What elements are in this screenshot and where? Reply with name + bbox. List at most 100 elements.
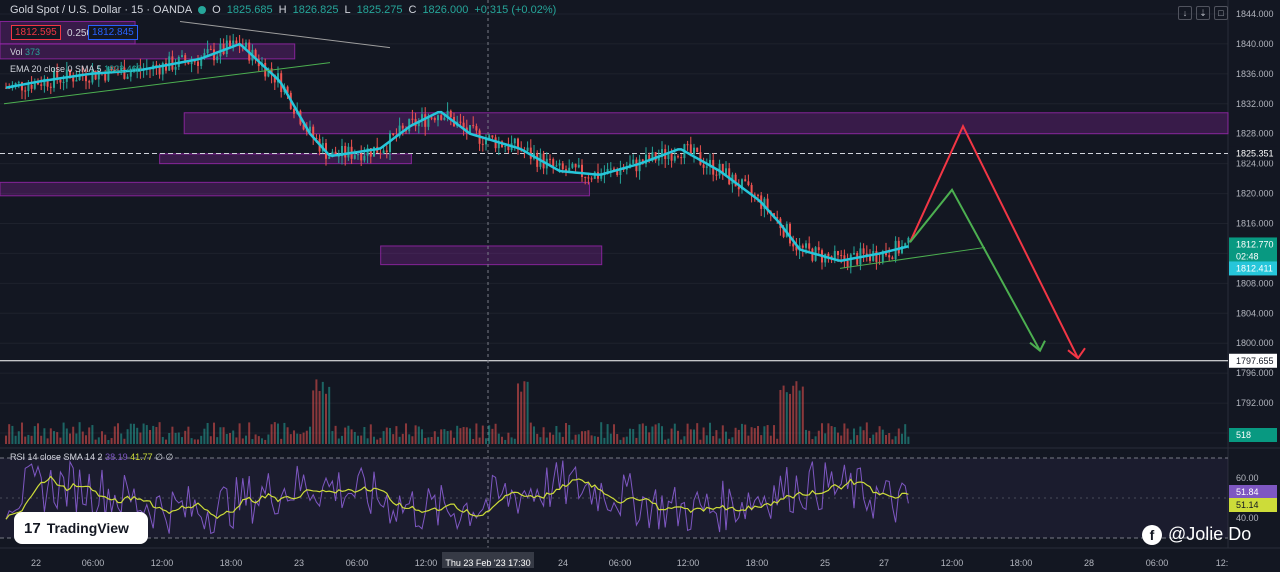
candle-body <box>302 124 305 130</box>
candle-body <box>129 71 132 77</box>
volume-bar <box>245 435 247 444</box>
candle-body <box>373 146 375 157</box>
candle-body <box>901 246 903 254</box>
volume-bar <box>414 425 417 444</box>
candle-body <box>62 81 65 83</box>
volume-bar <box>17 431 20 444</box>
price-tick-label: 1800.000 <box>1236 338 1274 348</box>
volume-bar <box>542 427 545 444</box>
candle-body <box>757 194 759 196</box>
candle-body <box>328 157 331 159</box>
volume-bar <box>21 422 23 444</box>
rsi-legend[interactable]: RSI 14 close SMA 14 2 38.19 41.77 ∅ ∅ <box>10 452 173 463</box>
arrow-down-icon[interactable]: ↓ <box>1178 6 1192 20</box>
candle-body <box>197 61 199 66</box>
candle-body <box>245 42 247 48</box>
close-value: 1826.000 <box>422 4 469 16</box>
volume-bar <box>91 425 94 444</box>
volume-label: Vol <box>10 47 23 57</box>
volume-bar <box>421 429 423 444</box>
candle-body <box>881 251 884 263</box>
volume-bar <box>168 432 171 444</box>
candle-body <box>827 253 830 257</box>
buy-button[interactable]: 1812.845 <box>88 25 138 40</box>
candle-body <box>555 165 558 167</box>
candle-body <box>590 178 593 180</box>
ema-label: EMA 20 close 0 SMA 5 <box>10 64 102 74</box>
volume-bar <box>225 433 228 444</box>
rsi-ma-value-label: 51.14 <box>1236 500 1259 510</box>
volume-bar <box>715 430 718 444</box>
candle-body <box>85 75 87 82</box>
time-tick-label: 28 <box>1084 558 1094 568</box>
volume-bar <box>885 434 887 444</box>
candle-body <box>379 152 382 154</box>
maximize-icon[interactable]: □ <box>1214 6 1228 20</box>
sell-button[interactable]: 1812.595 <box>11 25 61 40</box>
candle-body <box>616 170 619 176</box>
candle-body <box>728 168 731 185</box>
volume-bar <box>769 435 772 444</box>
candle-body <box>229 40 231 47</box>
volume-bar <box>27 434 30 444</box>
candle-body <box>513 138 516 144</box>
symbol-title[interactable]: Gold Spot / U.S. Dollar · 15 · OANDA <box>10 4 193 16</box>
price-tick-label: 1796.000 <box>1236 368 1274 378</box>
candle-body <box>401 125 404 129</box>
volume-bar <box>232 430 235 444</box>
volume-bar <box>203 428 206 444</box>
volume-bar <box>424 437 427 444</box>
last-price-label-bg <box>1229 237 1277 252</box>
chart-toolbar: ↓ ⇣ □ <box>1178 6 1228 20</box>
volume-bar <box>133 423 135 444</box>
volume-bar <box>680 439 683 444</box>
volume-bar <box>552 434 555 444</box>
volume-bar <box>149 430 151 444</box>
candle-body <box>849 254 852 267</box>
candle-body <box>216 56 219 61</box>
volume-bar <box>462 427 465 444</box>
supply-demand-zone <box>0 43 296 60</box>
volume-bar <box>709 422 711 444</box>
time-tick-label: 12:00 <box>941 558 964 568</box>
candle-body <box>558 163 561 166</box>
volume-bar <box>238 423 241 444</box>
volume-bar <box>302 432 305 444</box>
volume-bar <box>75 433 78 444</box>
candle-body <box>494 137 497 149</box>
tradingview-logo[interactable]: 17 TradingView <box>14 512 148 544</box>
candle-body <box>705 166 708 168</box>
volume-bar <box>875 432 878 444</box>
ema-value: 1822.468 <box>104 64 142 74</box>
candle-body <box>808 243 811 249</box>
candle-body <box>353 155 356 159</box>
candle-body <box>702 164 705 168</box>
candle-body <box>17 82 20 84</box>
candle-body <box>56 71 59 80</box>
collapse-icon[interactable]: ⇣ <box>1196 6 1210 20</box>
volume-bar <box>331 431 334 444</box>
volume-bar <box>136 427 139 444</box>
candle-body <box>88 81 91 83</box>
volume-bar <box>360 435 363 444</box>
volume-legend[interactable]: Vol 373 <box>10 47 40 57</box>
volume-bar <box>693 429 695 444</box>
volume-bar <box>641 423 644 444</box>
candle-body <box>584 176 587 178</box>
candle-body <box>78 73 81 81</box>
market-status-icon <box>198 6 207 14</box>
candle-body <box>174 66 177 70</box>
volume-bar <box>257 436 260 444</box>
candle-body <box>497 141 500 149</box>
volume-bar <box>747 435 750 444</box>
candle-body <box>270 68 273 75</box>
volume-bar <box>638 424 641 444</box>
candle-body <box>366 148 369 156</box>
candle-body <box>648 154 651 161</box>
ema-legend[interactable]: EMA 20 close 0 SMA 5 1822.468 <box>10 64 142 74</box>
volume-bar <box>734 427 737 444</box>
candle-body <box>715 174 718 176</box>
trendline <box>3 62 331 105</box>
time-tick-label: 06:00 <box>1146 558 1169 568</box>
